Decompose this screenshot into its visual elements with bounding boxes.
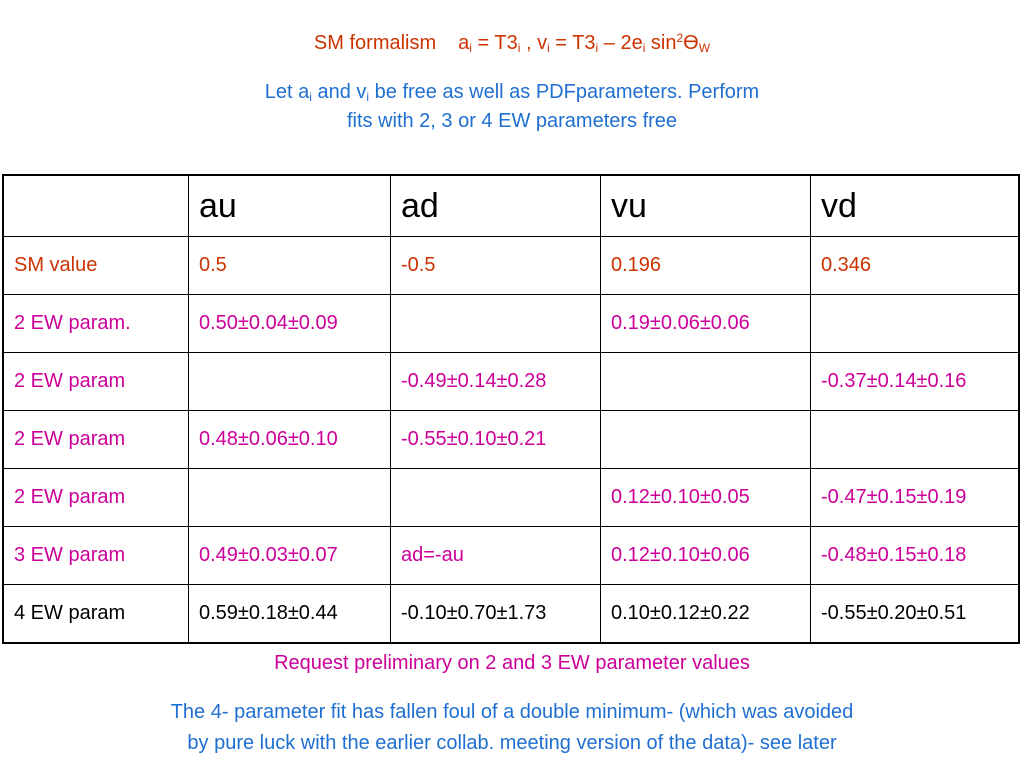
cell-au <box>188 352 391 411</box>
formalism-eq1: = T3 <box>471 32 518 54</box>
cell-au: 0.50±0.04±0.09 <box>188 294 391 353</box>
conclusion-note: The 4- parameter fit has fallen foul of … <box>0 697 1024 759</box>
cell-vd: -0.55±0.20±0.51 <box>810 584 1020 644</box>
formalism-sin: sin <box>645 32 677 54</box>
cell-vu: 0.12±0.10±0.06 <box>600 526 811 585</box>
cell-ad <box>390 468 601 527</box>
formalism-theta: ϴ <box>683 32 699 54</box>
cell-au: 0.59±0.18±0.44 <box>188 584 391 644</box>
table-row: 2 EW param -0.49±0.14±0.28 -0.37±0.14±0.… <box>2 352 1020 411</box>
cell-vu: 0.10±0.12±0.22 <box>600 584 811 644</box>
cell-vd: -0.37±0.14±0.16 <box>810 352 1020 411</box>
formalism-a: a <box>458 32 470 54</box>
cell-vd: -0.48±0.15±0.18 <box>810 526 1020 585</box>
row-label: 4 EW param <box>2 584 189 644</box>
cell-ad <box>390 294 601 353</box>
header-cell-ad: ad <box>390 174 601 237</box>
cell-au <box>188 468 391 527</box>
intro-part2: and v <box>311 81 367 103</box>
header-cell-au: au <box>188 174 391 237</box>
formalism-sup-2: 2 <box>676 31 684 45</box>
table-row: 2 EW param 0.12±0.10±0.05 -0.47±0.15±0.1… <box>2 468 1020 527</box>
cell-au: 0.48±0.06±0.10 <box>188 410 391 469</box>
row-label: 2 EW param <box>2 468 189 527</box>
cell-au: 0.5 <box>188 236 391 295</box>
cell-ad: -0.5 <box>390 236 601 295</box>
formalism-sub-i-5: i <box>642 41 646 55</box>
cell-vu <box>600 410 811 469</box>
table-row: 3 EW param 0.49±0.03±0.07 ad=-au 0.12±0.… <box>2 526 1020 585</box>
cell-ad: -0.49±0.14±0.28 <box>390 352 601 411</box>
cell-vd: 0.346 <box>810 236 1020 295</box>
cell-vd <box>810 410 1020 469</box>
intro-line-1: Let ai and vi be free as well as PDFpara… <box>0 78 1024 107</box>
row-label: 2 EW param. <box>2 294 189 353</box>
cell-ad: ad=-au <box>390 526 601 585</box>
table-row: 2 EW param 0.48±0.06±0.10 -0.55±0.10±0.2… <box>2 410 1020 469</box>
intro-sub-i-2: i <box>366 90 370 104</box>
intro-part1: Let a <box>264 81 310 103</box>
conclusion-line-1: The 4- parameter fit has fallen foul of … <box>170 701 854 723</box>
cell-vu: 0.196 <box>600 236 811 295</box>
header-cell-vu: vu <box>600 174 811 237</box>
cell-ad: -0.55±0.10±0.21 <box>390 410 601 469</box>
header-cell-vd: vd <box>810 174 1020 237</box>
header-cell-blank <box>2 174 189 237</box>
ew-parameter-table: au ad vu vd SM value 0.5 -0.5 0.196 0.34… <box>2 174 1020 644</box>
cell-ad: -0.10±0.70±1.73 <box>390 584 601 644</box>
formalism-label: SM formalism <box>313 32 437 54</box>
table-row: SM value 0.5 -0.5 0.196 0.346 <box>2 236 1020 295</box>
row-label: SM value <box>2 236 189 295</box>
cell-au: 0.49±0.03±0.07 <box>188 526 391 585</box>
formalism-sub-i-2: i <box>517 41 521 55</box>
formalism-heading: SM formalism ai = T3i , vi = T3i – 2ei si… <box>0 31 1024 55</box>
table-row: 4 EW param 0.59±0.18±0.44 -0.10±0.70±1.7… <box>2 584 1020 644</box>
row-label: 2 EW param <box>2 352 189 411</box>
cell-vu <box>600 352 811 411</box>
intro-sub-i-1: i <box>309 90 312 104</box>
intro-text: Let ai and vi be free as well as PDFpara… <box>0 78 1024 136</box>
formalism-sub-i-3: i <box>547 41 550 55</box>
cell-vu: 0.19±0.06±0.06 <box>600 294 811 353</box>
intro-line-2: fits with 2, 3 or 4 EW parameters free <box>346 110 678 132</box>
table-header-row: au ad vu vd <box>2 174 1020 237</box>
intro-part3: be free as well as PDFparameters. Perfor… <box>369 81 760 103</box>
formalism-comma: , v <box>520 32 548 54</box>
formalism-sub-w: W <box>698 41 711 55</box>
request-note: Request preliminary on 2 and 3 EW parame… <box>274 652 750 674</box>
cell-vu: 0.12±0.10±0.05 <box>600 468 811 527</box>
conclusion-line-2: by pure luck with the earlier collab. me… <box>187 732 837 754</box>
cell-vd <box>810 294 1020 353</box>
formalism-sub-i-1: i <box>469 41 472 55</box>
row-label: 3 EW param <box>2 526 189 585</box>
row-label: 2 EW param <box>2 410 189 469</box>
cell-vd: -0.47±0.15±0.19 <box>810 468 1020 527</box>
formalism-sub-i-4: i <box>595 41 599 55</box>
formalism-minus: – 2e <box>598 32 643 54</box>
table-row: 2 EW param. 0.50±0.04±0.09 0.19±0.06±0.0… <box>2 294 1020 353</box>
formalism-eq2: = T3 <box>549 32 596 54</box>
